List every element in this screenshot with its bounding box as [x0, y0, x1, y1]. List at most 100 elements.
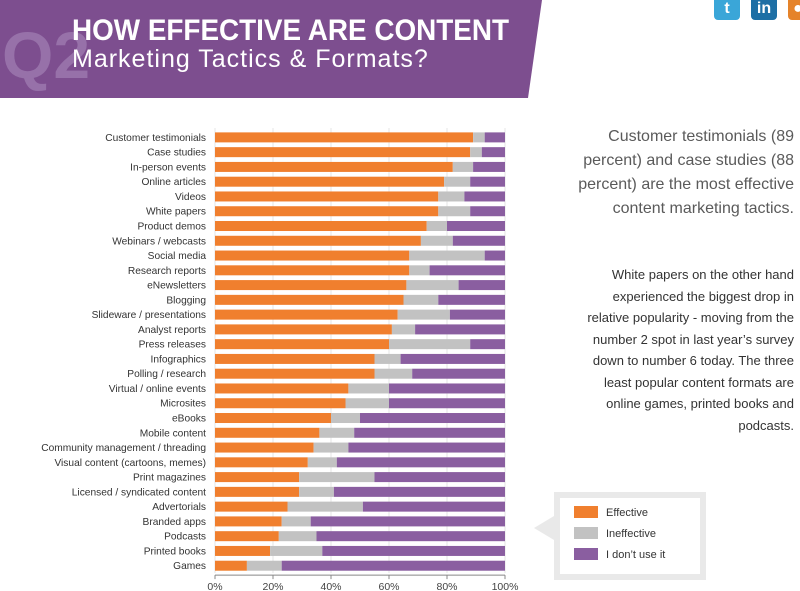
bar-segment: [215, 280, 407, 291]
category-label: Branded apps: [143, 517, 206, 528]
bar-segment: [391, 324, 416, 335]
bar-segment: [215, 206, 439, 217]
bar-segment: [215, 250, 410, 261]
category-label: Blogging: [166, 295, 206, 306]
category-label: Case studies: [147, 148, 206, 159]
page-subtitle: Marketing Tactics & Formats?: [72, 45, 429, 73]
bar-segment: [215, 191, 439, 202]
bar-segment: [215, 309, 398, 320]
category-label: Microsites: [160, 399, 206, 410]
bar-segment: [452, 161, 474, 172]
bar-segment: [299, 486, 334, 497]
category-label: Visual content (cartoons, memes): [54, 458, 206, 469]
bar-segment: [215, 265, 410, 276]
x-tick-label: 40%: [320, 581, 341, 591]
category-label: Print magazines: [133, 473, 206, 484]
bar-segment: [313, 442, 349, 453]
bar-segment: [215, 486, 300, 497]
bar-segment: [470, 339, 505, 350]
bar-segment: [215, 472, 300, 483]
category-label: Community management / threading: [41, 443, 206, 454]
bar-segment: [438, 206, 471, 217]
bar-segment: [345, 398, 389, 409]
sidebar-lead-text: Customer testimonials (89 percent) and c…: [578, 128, 794, 217]
bar-segment: [215, 413, 331, 424]
bar-segment: [452, 235, 505, 246]
bar-segment: [336, 457, 505, 468]
bar-segment: [484, 132, 505, 143]
bar-segment: [215, 442, 314, 453]
bar-segment: [281, 516, 311, 527]
category-label: Social media: [148, 251, 207, 262]
category-label: Analyst reports: [138, 325, 206, 336]
rss-button[interactable]: ●: [788, 0, 800, 20]
bar-segment: [374, 368, 413, 379]
x-tick-label: 60%: [378, 581, 399, 591]
bar-segment: [215, 560, 247, 571]
bar-segment: [270, 545, 323, 556]
bar-segment: [333, 486, 505, 497]
sidebar-body-text: White papers on the other hand experienc…: [587, 267, 794, 433]
bar-segment: [215, 398, 346, 409]
bar-segment: [481, 147, 505, 158]
bar-segment: [215, 516, 282, 527]
chart-legend: Effective Ineffective I don’t use it: [534, 492, 706, 580]
bar-segment: [348, 442, 505, 453]
bar-segment: [215, 294, 404, 305]
bar-segment: [307, 457, 337, 468]
bar-segment: [278, 531, 317, 542]
bar-segment: [215, 501, 288, 512]
bar-segment: [331, 413, 360, 424]
question-badge: Q2: [2, 18, 90, 92]
bar-segment: [215, 235, 421, 246]
bar-segment: [215, 161, 453, 172]
bar-segment: [429, 265, 505, 276]
bar-segment: [319, 427, 355, 438]
category-label: Videos: [175, 192, 206, 203]
bar-segment: [389, 398, 505, 409]
category-label: Virtual / online events: [109, 384, 206, 395]
category-label: Polling / research: [127, 369, 206, 380]
x-tick-label: 0%: [207, 581, 222, 591]
bar-segment: [287, 501, 363, 512]
bar-segment: [406, 280, 459, 291]
bar-segment: [470, 206, 505, 217]
category-label: Customer testimonials: [105, 133, 206, 144]
bar-segment: [215, 531, 279, 542]
stacked-bar-chart: Customer testimonials Case studies In-pers…: [41, 128, 519, 591]
category-label: Games: [173, 561, 206, 572]
x-tick-label: 20%: [262, 581, 283, 591]
legend-label: Ineffective: [606, 528, 656, 540]
category-label: Infographics: [151, 354, 207, 365]
bar-segment: [215, 368, 375, 379]
bar-segment: [310, 516, 505, 527]
twitter-share-button[interactable]: t: [714, 0, 740, 20]
x-tick-label: 100%: [492, 581, 519, 591]
category-label: Research reports: [128, 266, 206, 277]
bar-segment: [473, 132, 485, 143]
legend-swatch: [574, 548, 598, 560]
bar-segment: [354, 427, 505, 438]
bar-segment: [447, 221, 505, 232]
linkedin-share-button[interactable]: in: [751, 0, 777, 20]
bar-segment: [400, 353, 505, 364]
bar-segment: [215, 147, 471, 158]
bar-segment: [215, 324, 392, 335]
bar-segment: [470, 147, 482, 158]
bar-segment: [281, 560, 505, 571]
bar-segment: [215, 427, 320, 438]
category-label: Podcasts: [164, 532, 206, 543]
category-label: Mobile content: [140, 428, 206, 439]
bar-segment: [215, 339, 389, 350]
bar-segment: [449, 309, 505, 320]
category-label: White papers: [146, 207, 206, 218]
category-label: eBooks: [172, 414, 206, 425]
category-label: Product demos: [137, 222, 206, 233]
bar-segment: [420, 235, 453, 246]
bar-segment: [215, 176, 445, 187]
bar-segment: [438, 294, 505, 305]
category-label: Webinars / webcasts: [112, 236, 206, 247]
category-label: Online articles: [141, 177, 206, 188]
bar-segment: [215, 221, 427, 232]
legend-label: I don’t use it: [606, 549, 665, 561]
